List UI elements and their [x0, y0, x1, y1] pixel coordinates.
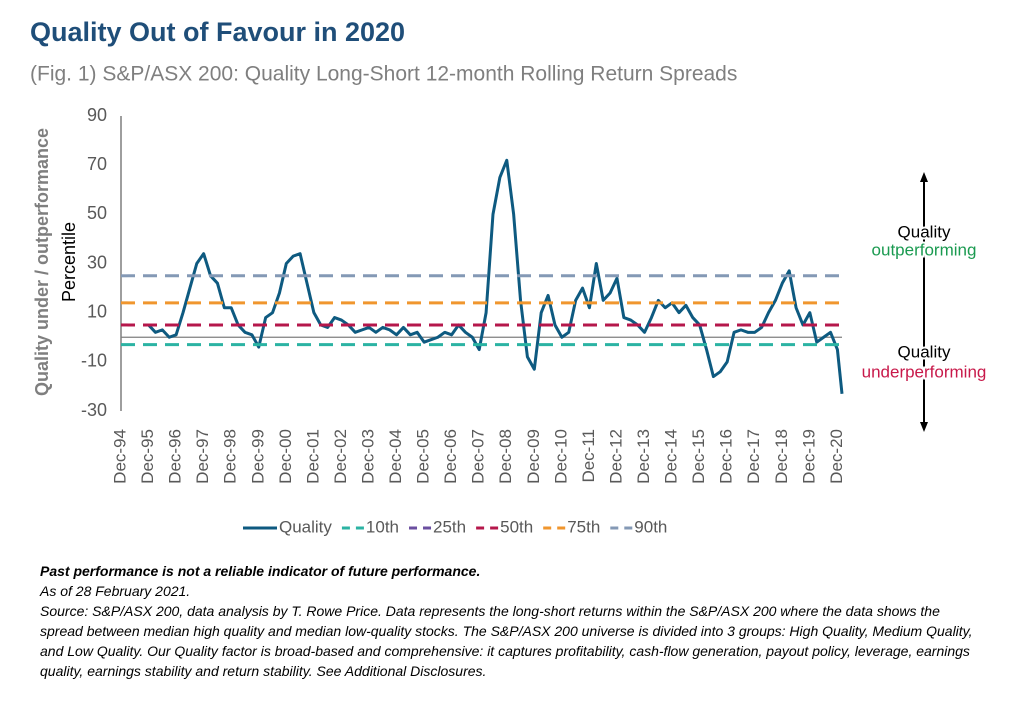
- x-tick-label: Dec-08: [496, 429, 515, 484]
- chart-title: Quality Out of Favour in 2020: [30, 17, 405, 47]
- annotation: Quality: [898, 222, 951, 241]
- footnote: Source: S&P/ASX 200, data analysis by T.…: [40, 603, 973, 679]
- y-tick-label: 90: [87, 105, 107, 125]
- y-tick-label: 70: [87, 154, 107, 174]
- x-tick-label: Dec-94: [110, 429, 129, 484]
- legend-label: 10th: [366, 517, 399, 536]
- y-tick-label: -30: [81, 400, 107, 420]
- x-tick-label: Dec-00: [276, 429, 295, 484]
- x-tick-label: Dec-19: [799, 429, 818, 484]
- legend-label: Quality: [279, 517, 332, 536]
- x-tick-label: Dec-09: [524, 429, 543, 484]
- annotation: outperforming: [872, 240, 977, 259]
- footnote: Past performance is not a reliable indic…: [40, 563, 481, 579]
- x-tick-label: Dec-07: [469, 429, 488, 484]
- x-tick-label: Dec-13: [634, 429, 653, 484]
- x-tick-label: Dec-95: [138, 429, 157, 484]
- x-tick-label: Dec-99: [248, 429, 267, 484]
- chart: Quality Out of Favour in 2020 (Fig. 1) S…: [30, 17, 988, 536]
- x-tick-label: Dec-11: [579, 429, 598, 483]
- x-tick-label: Dec-16: [717, 429, 736, 484]
- x-tick-label: Dec-10: [551, 429, 570, 484]
- x-tick-label: Dec-04: [386, 429, 405, 484]
- legend-label: 25th: [433, 517, 466, 536]
- y-axis-label: Quality under / outperformance: [32, 128, 52, 396]
- y-axis-label-2: Percentile: [59, 222, 79, 302]
- x-tick-label: Dec-03: [358, 429, 377, 484]
- x-tick-label: Dec-12: [606, 429, 625, 484]
- x-tick-label: Dec-98: [221, 429, 240, 484]
- x-tick-label: Dec-01: [303, 429, 322, 484]
- legend-label: 50th: [500, 517, 533, 536]
- annotation: underperforming: [862, 362, 987, 381]
- footnote: As of 28 February 2021.: [40, 583, 191, 599]
- legend-label: 90th: [634, 517, 667, 536]
- x-tick-label: Dec-20: [827, 429, 846, 484]
- x-tick-label: Dec-06: [441, 429, 460, 484]
- x-tick-label: Dec-15: [689, 429, 708, 484]
- x-tick-label: Dec-02: [331, 429, 350, 484]
- y-tick-label: 30: [87, 252, 107, 272]
- data-line: [147, 158, 844, 394]
- annotation: Quality: [898, 342, 951, 361]
- y-tick-label: 50: [87, 203, 107, 223]
- y-tick-label: 10: [87, 301, 107, 321]
- x-tick-label: Dec-05: [414, 429, 433, 484]
- x-tick-label: Dec-14: [662, 429, 681, 484]
- legend-label: 75th: [567, 517, 600, 536]
- x-tick-label: Dec-17: [744, 429, 763, 484]
- x-tick-label: Dec-18: [772, 429, 791, 484]
- y-tick-label: -10: [81, 351, 107, 371]
- footnotes: Past performance is not a reliable indic…: [40, 561, 985, 681]
- x-tick-label: Dec-97: [193, 429, 212, 484]
- chart-subtitle: (Fig. 1) S&P/ASX 200: Quality Long-Short…: [30, 63, 737, 86]
- x-tick-label: Dec-96: [166, 429, 185, 484]
